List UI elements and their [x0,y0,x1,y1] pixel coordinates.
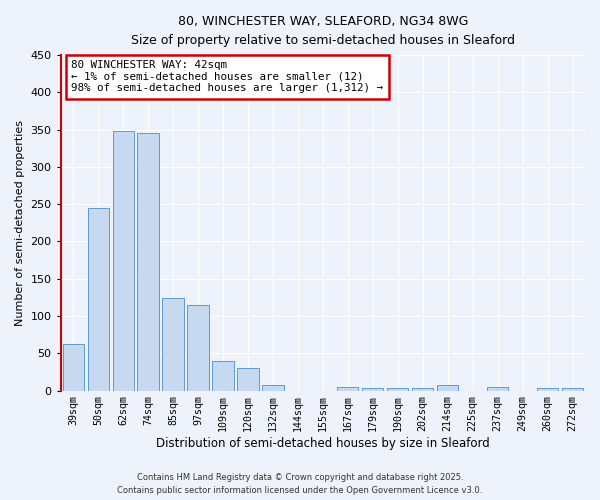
Text: 80 WINCHESTER WAY: 42sqm
← 1% of semi-detached houses are smaller (12)
98% of se: 80 WINCHESTER WAY: 42sqm ← 1% of semi-de… [71,60,383,94]
Bar [562,388,583,390]
Bar [387,388,409,390]
Title: 80, WINCHESTER WAY, SLEAFORD, NG34 8WG
Size of property relative to semi-detache: 80, WINCHESTER WAY, SLEAFORD, NG34 8WG S… [131,15,515,47]
Bar [163,298,184,390]
Bar [88,208,109,390]
X-axis label: Distribution of semi-detached houses by size in Sleaford: Distribution of semi-detached houses by … [156,437,490,450]
Bar [487,387,508,390]
Bar [62,344,84,391]
Bar [437,384,458,390]
Bar [113,131,134,390]
Bar [537,388,558,390]
Bar [137,134,159,390]
Bar [212,361,233,390]
Bar [362,388,383,390]
Bar [262,384,284,390]
Bar [412,388,433,390]
Y-axis label: Number of semi-detached properties: Number of semi-detached properties [15,120,25,326]
Bar [238,368,259,390]
Text: Contains HM Land Registry data © Crown copyright and database right 2025.
Contai: Contains HM Land Registry data © Crown c… [118,474,482,495]
Bar [337,387,358,390]
Bar [187,305,209,390]
